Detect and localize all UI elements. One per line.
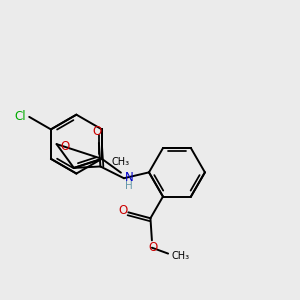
Text: O: O — [61, 140, 70, 153]
Text: O: O — [93, 125, 102, 139]
Text: Cl: Cl — [14, 110, 26, 123]
Text: CH₃: CH₃ — [112, 158, 130, 167]
Text: CH₃: CH₃ — [172, 251, 190, 261]
Text: H: H — [125, 182, 133, 191]
Text: N: N — [125, 171, 134, 184]
Text: O: O — [118, 204, 128, 218]
Text: O: O — [148, 241, 157, 254]
